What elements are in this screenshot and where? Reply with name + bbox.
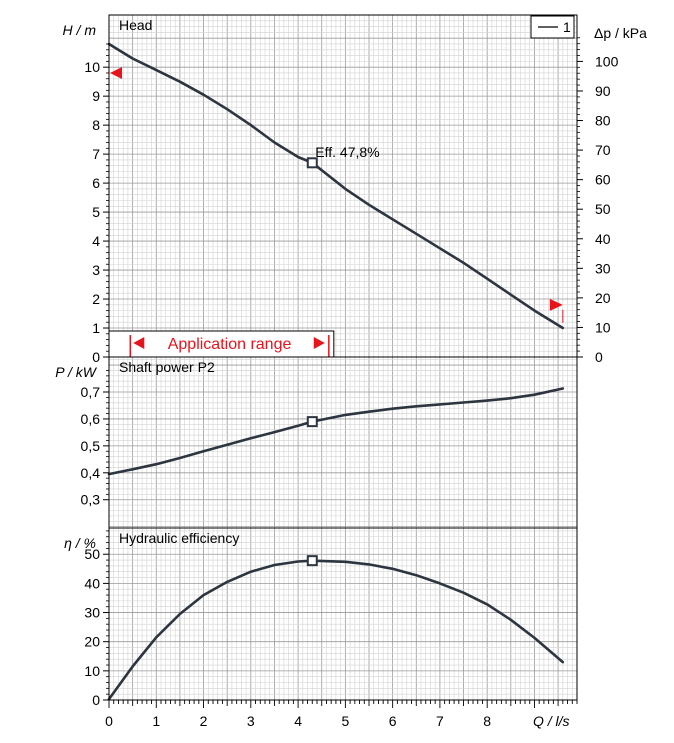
y-axis-title: P / kW	[55, 364, 97, 380]
series-line-head	[107, 42, 565, 330]
y2-tick-label: 100	[595, 53, 619, 69]
operating-point-label: Eff. 47,8%	[315, 144, 379, 160]
y-axis-title: η / %	[64, 535, 96, 551]
y2-tick-label: 70	[595, 142, 611, 158]
y-tick-label: 3	[92, 262, 100, 278]
x-tick-label: 8	[483, 713, 491, 729]
y-tick-label: 8	[92, 117, 100, 133]
y-tick-label: 5	[92, 204, 100, 220]
panel-title: Head	[119, 17, 152, 33]
y2-tick-label: 10	[595, 319, 611, 335]
y2-tick-label: 40	[595, 231, 611, 247]
application-range-box	[108, 330, 335, 358]
operating-point-marker	[306, 555, 318, 567]
y-tick-label: 7	[92, 146, 100, 162]
y2-tick-label: 20	[595, 290, 611, 306]
y-tick-label: 50	[84, 546, 100, 562]
application-range-left-arrow	[133, 337, 145, 349]
y2-tick-label: 30	[595, 260, 611, 276]
x-tick-label: 6	[389, 713, 397, 729]
y-tick-label: 0,3	[81, 492, 101, 508]
x-tick-label: 1	[152, 713, 160, 729]
series-line-efficiency	[107, 559, 565, 701]
range-marker-right	[549, 298, 563, 311]
y-tick-label: 10	[84, 59, 100, 75]
legend-label: 1	[563, 19, 571, 35]
y-tick-label: 0,5	[81, 438, 101, 454]
y-tick-label: 2	[92, 291, 100, 307]
panel-frame	[108, 356, 578, 529]
x-tick-label: 0	[105, 713, 113, 729]
panel-title: Hydraulic efficiency	[119, 530, 239, 546]
y-tick-label: 10	[84, 663, 100, 679]
x-tick-label: 3	[247, 713, 255, 729]
y-tick-label: 9	[92, 88, 100, 104]
y-tick-label: 1	[92, 320, 100, 336]
operating-point-marker	[306, 157, 318, 169]
x-tick-label: 2	[200, 713, 208, 729]
y2-tick-label: 60	[595, 172, 611, 188]
y-tick-label: 4	[92, 233, 100, 249]
grid-layer	[109, 15, 577, 700]
y-axis-title: H / m	[63, 22, 97, 38]
y-tick-label: 20	[84, 634, 100, 650]
y-tick-label: 6	[92, 175, 100, 191]
x-axis-title: Q / l/s	[533, 713, 570, 729]
y2-tick-label: 90	[595, 83, 611, 99]
panel-title: Shaft power P2	[119, 359, 215, 375]
operating-point-marker	[306, 416, 318, 428]
y-tick-label: 0	[92, 692, 100, 708]
y2-tick-label: 50	[595, 201, 611, 217]
application-range-right-arrow	[313, 337, 325, 349]
x-tick-label: 5	[341, 713, 349, 729]
y-tick-label: 40	[84, 575, 100, 591]
y2-tick-label: 0	[595, 349, 603, 365]
x-tick-label: 7	[436, 713, 444, 729]
x-tick-label: 4	[294, 713, 302, 729]
panel-frame	[108, 527, 578, 701]
range-marker-left	[110, 66, 122, 79]
y-tick-label: 0,4	[81, 465, 101, 481]
curve-layer	[107, 42, 565, 701]
series-line-power	[107, 387, 565, 476]
y-tick-label: 30	[84, 605, 100, 621]
application-range-label: Application range	[168, 336, 292, 353]
y-tick-label: 0,7	[81, 384, 101, 400]
y-tick-label: 0	[92, 349, 100, 365]
y2-axis-title: Δp / kPa	[594, 25, 647, 41]
y2-tick-label: 80	[595, 113, 611, 129]
y-tick-label: 0,6	[81, 411, 101, 427]
